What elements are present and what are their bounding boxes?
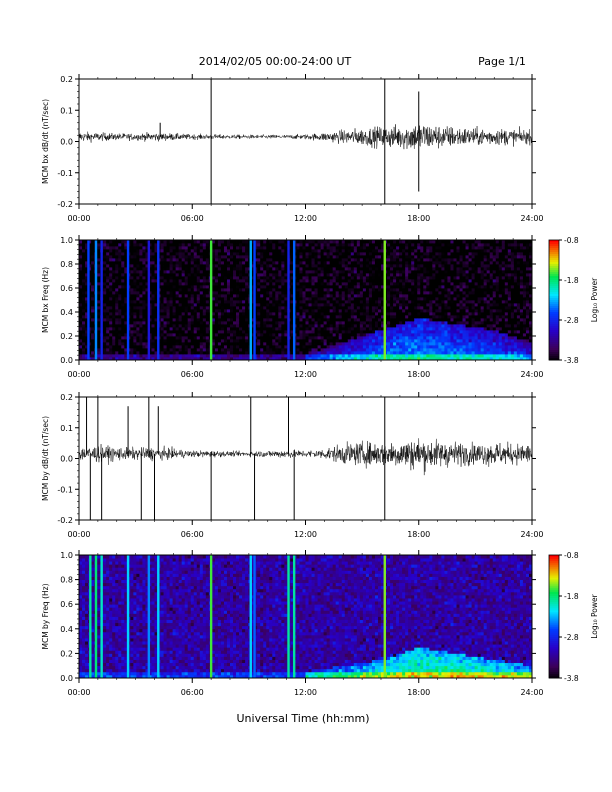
x-tick-label: 12:00	[294, 370, 317, 379]
spectrogram-stripe	[287, 555, 290, 678]
y-tick-label: 0.1	[60, 106, 73, 115]
colorbar-tick-label: -3.8	[564, 674, 579, 683]
spectrogram-stripe	[287, 240, 290, 360]
x-tick-label: 00:00	[67, 214, 90, 223]
y-tick-label: 0.4	[60, 625, 73, 634]
spectrogram-stripe	[100, 555, 103, 678]
y-tick-label: 0.0	[60, 674, 73, 683]
x-tick-label: 12:00	[294, 214, 317, 223]
x-tick-label: 24:00	[520, 214, 543, 223]
colorbar-tick-label: -1.8	[564, 276, 579, 285]
y-tick-label: 0.8	[60, 260, 73, 269]
y-tick-label: 0.2	[60, 75, 73, 84]
y-axis-title: MCM bx dB/dt (nT/sec)	[41, 99, 50, 184]
y-axis-title: MCM bx Freq (Hz)	[41, 267, 50, 333]
y-tick-label: 0.2	[60, 332, 73, 341]
x-tick-label: 00:00	[67, 370, 90, 379]
x-tick-label: 06:00	[181, 688, 204, 697]
spectrogram-stripe	[383, 240, 386, 360]
x-tick-label: 06:00	[181, 370, 204, 379]
date-range-title: 2014/02/05 00:00-24:00 UT	[199, 55, 352, 68]
x-tick-label: 24:00	[520, 530, 543, 539]
spectrogram-stripe	[94, 555, 98, 678]
x-tick-label: 00:00	[67, 530, 90, 539]
x-tick-label: 00:00	[67, 688, 90, 697]
y-tick-label: -0.2	[57, 200, 73, 209]
y-tick-label: 0.0	[60, 356, 73, 365]
colorbar-tick-label: -0.8	[564, 236, 579, 245]
x-tick-label: 18:00	[407, 530, 430, 539]
colorbar-tick-label: -1.8	[564, 592, 579, 601]
colorbar: -0.8 -1.8 -2.8 -3.8 Log₁₀ Power	[548, 236, 599, 365]
y-tick-label: 0.1	[60, 424, 73, 433]
y-tick-label: 0.0	[60, 138, 73, 147]
spectrogram-stripe	[253, 240, 256, 360]
plot-frame	[78, 396, 533, 521]
spectrogram-stripe	[157, 555, 160, 678]
spectrogram-cells	[79, 240, 533, 361]
y-tick-label: 0.6	[60, 600, 73, 609]
spectrogram-cells	[79, 555, 533, 679]
dbdt-trace	[78, 438, 533, 476]
colorbar-tick-label: -2.8	[564, 633, 579, 642]
y-tick-label: 0.2	[60, 649, 73, 658]
y-tick-label: 0.6	[60, 284, 73, 293]
y-tick-label: 0.0	[60, 455, 73, 464]
spectrogram-stripe	[209, 555, 213, 678]
by-spectrogram-panel: -0.8 -1.8 -2.8 -3.8 Log₁₀ Power 1.0 0.8 0.6 0.4 0…	[41, 550, 599, 697]
x-axis-title: Universal Time (hh:mm)	[237, 712, 370, 725]
spectrogram-stripe	[292, 240, 296, 360]
y-tick-label: 0.8	[60, 576, 73, 585]
x-tick-label: 12:00	[294, 688, 317, 697]
y-axis-title: MCM by dB/dt (nT/sec)	[41, 416, 50, 501]
spectrogram-stripe	[147, 240, 151, 360]
spectrogram-stripe	[100, 240, 103, 360]
x-tick-label: 06:00	[181, 214, 204, 223]
colorbar-title: Log₁₀ Power	[590, 593, 599, 638]
spectrogram-stripe	[249, 240, 252, 360]
y-tick-label: -0.2	[57, 516, 73, 525]
by-dbdt-panel: 0.2 0.1 0.0 -0.1 -0.2 00:00 06:00 12:00 18:00 24:…	[41, 392, 544, 539]
x-tick-label: 18:00	[407, 370, 430, 379]
spectrogram-stripe	[126, 240, 130, 360]
colorbar-tick-label: -0.8	[564, 551, 579, 560]
x-tick-label: 24:00	[520, 370, 543, 379]
y-tick-label: 0.2	[60, 393, 73, 402]
y-tick-label: 1.0	[60, 551, 73, 560]
spectrogram-stripe	[383, 555, 386, 678]
colorbar-frame	[548, 554, 560, 679]
colorbar-frame	[548, 239, 560, 361]
dbdt-trace	[78, 124, 533, 150]
bx-spectrogram-panel: -0.8 -1.8 -2.8 -3.8 Log₁₀ Power 1.0 0.8 0.6 0.4 0…	[41, 235, 599, 379]
colorbar: -0.8 -1.8 -2.8 -3.8 Log₁₀ Power	[548, 551, 599, 683]
spectrogram-stripe	[94, 240, 98, 360]
colorbar-tick-label: -2.8	[564, 316, 579, 325]
y-tick-label: 1.0	[60, 236, 73, 245]
x-tick-label: 18:00	[407, 688, 430, 697]
y-tick-label: -0.1	[57, 169, 73, 178]
spectrogram-stripe	[89, 555, 92, 678]
y-tick-label: 0.4	[60, 308, 73, 317]
spectrogram-stripe	[253, 555, 256, 678]
x-tick-label: 12:00	[294, 530, 317, 539]
colorbar-tick-label: -3.8	[564, 356, 579, 365]
spectrogram-stripe	[292, 555, 296, 678]
y-axis-title: MCM by Freq (Hz)	[41, 583, 50, 649]
spectrogram-stripe	[157, 240, 160, 360]
x-tick-label: 18:00	[407, 214, 430, 223]
colorbar-title: Log₁₀ Power	[590, 277, 599, 322]
page-number: Page 1/1	[478, 55, 526, 68]
spectrogram-stripe	[126, 555, 130, 678]
spectrogram-stripe	[147, 555, 151, 678]
spectrogram-stripe	[209, 240, 213, 360]
spectrogram-stripe	[87, 240, 90, 360]
spectrogram-stripe	[249, 555, 252, 678]
y-tick-label: -0.1	[57, 485, 73, 494]
x-tick-label: 24:00	[520, 688, 543, 697]
bx-dbdt-panel: 0.2 0.1 0.0 -0.1 -0.2 00:00 06:00 12:00 18:00 24:…	[41, 74, 544, 223]
x-tick-label: 06:00	[181, 530, 204, 539]
